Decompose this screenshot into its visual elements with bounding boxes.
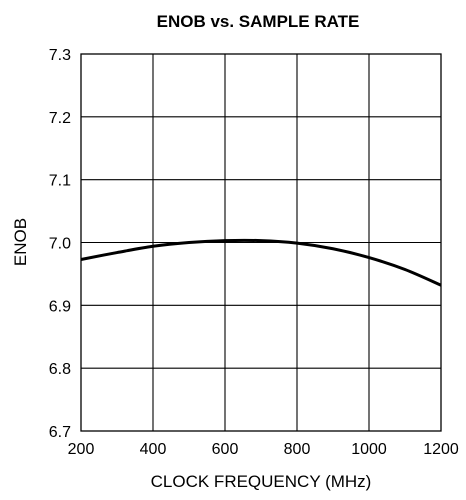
y-tick-labels: 6.7 6.8 6.9 7.0 7.1 7.2 7.3 [49, 47, 71, 441]
x-axis-label: CLOCK FREQUENCY (MHz) [151, 472, 372, 491]
y-tick-label: 7.2 [49, 110, 71, 127]
y-tick-label: 6.9 [49, 298, 71, 315]
x-tick-labels: 200 400 600 800 1000 1200 [68, 441, 459, 458]
y-tick-label: 7.0 [49, 236, 71, 253]
y-tick-label: 7.1 [49, 173, 71, 190]
y-tick-label: 6.8 [49, 361, 71, 378]
y-tick-label: 6.7 [49, 424, 71, 441]
chart-title: ENOB vs. SAMPLE RATE [157, 12, 360, 31]
series-layer [80, 238, 442, 287]
x-tick-label: 1000 [351, 441, 387, 458]
x-tick-label: 400 [140, 441, 167, 458]
x-tick-label: 200 [68, 441, 95, 458]
x-tick-label: 600 [212, 441, 239, 458]
y-axis-label: ENOB [11, 218, 30, 266]
y-tick-label: 7.3 [49, 47, 71, 64]
plot-frame [80, 53, 442, 432]
series-line-0 [80, 238, 442, 287]
x-tick-label: 1200 [423, 441, 459, 458]
grid-lines [81, 54, 441, 431]
x-tick-label: 800 [284, 441, 311, 458]
